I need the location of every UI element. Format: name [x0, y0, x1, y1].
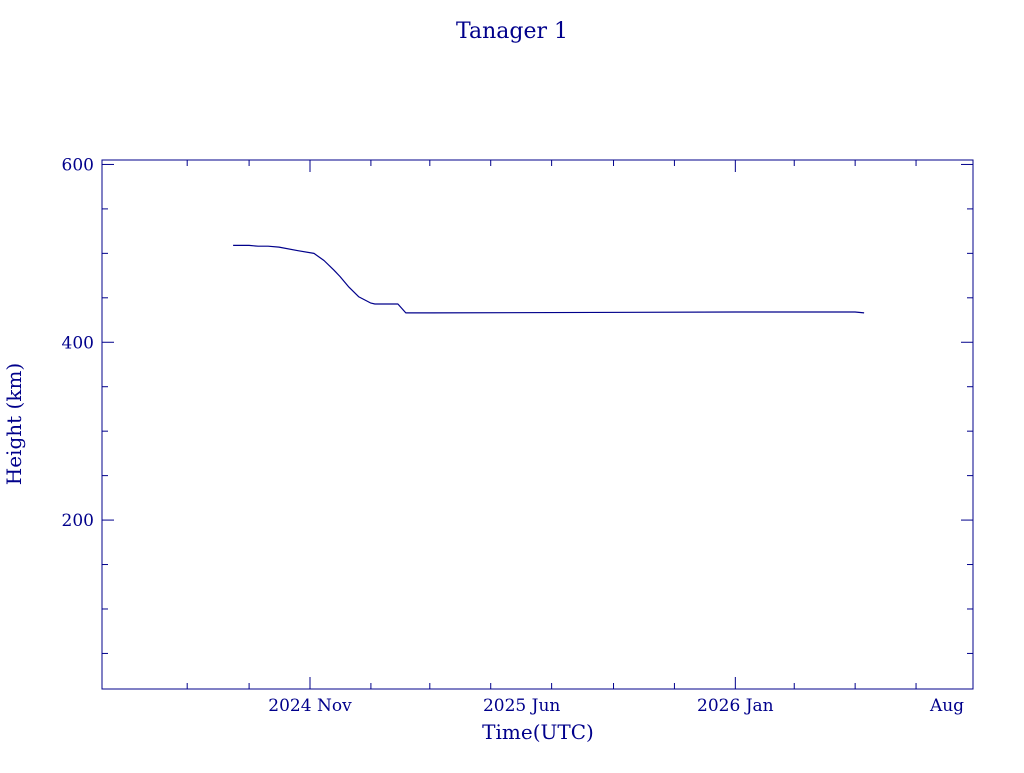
series-layer [233, 244, 865, 314]
x-tick-label: 2026 Jan [697, 696, 774, 716]
x-axis-label: Time(UTC) [482, 720, 594, 744]
series-line [233, 244, 865, 314]
chart-title: Tanager 1 [456, 19, 568, 44]
y-tick-label: 200 [62, 511, 94, 531]
x-tick-label: 2025 Jun [483, 696, 560, 716]
y-axis-label: Height (km) [2, 363, 26, 485]
plot-frame [101, 159, 974, 690]
x-tick-label: Aug [929, 696, 964, 716]
x-tick-label: 2024 Nov [268, 696, 352, 716]
y-tick-label: 600 [62, 155, 94, 175]
axes-layer: 2024 Nov 2025 Jun 2026 Jan Aug 600 400 200 [62, 155, 973, 716]
y-tick-label: 400 [62, 333, 94, 353]
